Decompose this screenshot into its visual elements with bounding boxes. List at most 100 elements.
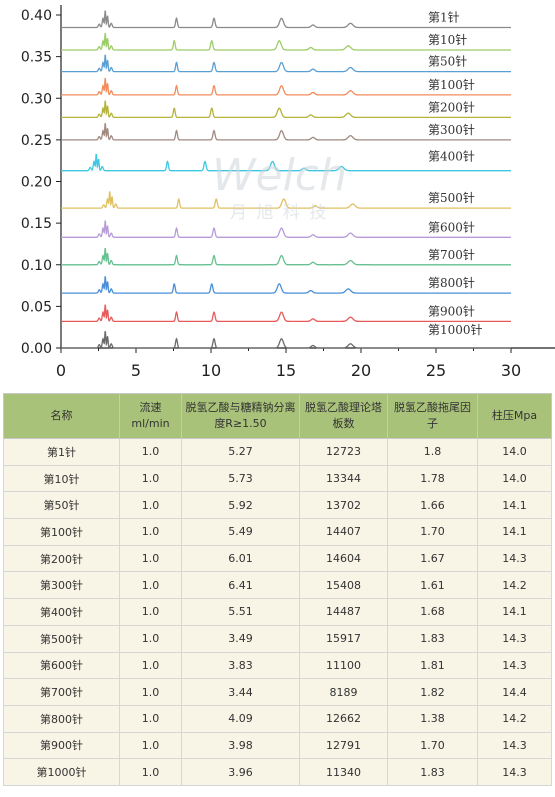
cell-tailing: 1.83 (387, 758, 478, 786)
cell-tailing: 1.66 (387, 491, 478, 520)
cell-resolution: 5.73 (181, 464, 300, 493)
y-tick-label: 0.25 (21, 133, 52, 149)
cell-name: 第100针 (3, 518, 120, 546)
header-tailing-factor: 脱氢乙酸拖尾因子 (387, 393, 478, 439)
series-label: 第700针 (428, 247, 475, 262)
cell-name: 第500针 (3, 624, 120, 653)
cell-name: 第1针 (3, 438, 120, 466)
cell-name: 第300针 (3, 571, 120, 600)
table-row: 第800针 1.0 4.09 12662 1.38 14.2 (3, 704, 552, 733)
cell-pressure: 14.3 (477, 731, 552, 760)
series-line (61, 247, 511, 266)
cell-flow-rate: 1.0 (119, 678, 182, 706)
x-tick-label: 20 (351, 361, 371, 380)
header-name: 名称 (3, 393, 120, 439)
cell-plates: 15408 (299, 571, 388, 600)
watermark-brand: Welch (212, 150, 347, 201)
x-tick-label: 25 (426, 361, 446, 380)
cell-pressure: 14.4 (477, 678, 552, 706)
cell-resolution: 5.49 (181, 518, 300, 546)
series-line (61, 276, 511, 294)
cell-name: 第400针 (3, 598, 120, 626)
table-row: 第600针 1.0 3.83 11100 1.81 14.3 (3, 651, 552, 680)
cell-resolution: 3.49 (181, 624, 300, 653)
table-row: 第500针 1.0 3.49 15917 1.83 14.3 (3, 624, 552, 653)
results-table: 名称 流速ml/min 脱氢乙酸与糖精钠分离度R≥1.50 脱氢乙酸理论塔板数 … (3, 393, 552, 786)
table-row: 第300针 1.0 6.41 15408 1.61 14.2 (3, 571, 552, 600)
cell-resolution: 6.01 (181, 544, 300, 573)
y-tick-label: 0.00 (21, 341, 52, 357)
table-row: 第1针 1.0 5.27 12723 1.8 14.0 (3, 438, 552, 466)
table-row: 第700针 1.0 3.44 8189 1.82 14.4 (3, 678, 552, 706)
cell-plates: 13344 (299, 464, 388, 493)
table-row: 第1000针 1.0 3.96 11340 1.83 14.3 (3, 758, 552, 786)
table-header-row: 名称 流速ml/min 脱氢乙酸与糖精钠分离度R≥1.50 脱氢乙酸理论塔板数 … (3, 393, 552, 439)
cell-name: 第1000针 (3, 758, 120, 786)
series-label: 第100针 (428, 77, 475, 92)
cell-flow-rate: 1.0 (119, 544, 182, 573)
series-line (61, 153, 511, 172)
cell-pressure: 14.3 (477, 758, 552, 786)
cell-resolution: 3.44 (181, 678, 300, 706)
cell-tailing: 1.38 (387, 704, 478, 733)
series-label: 第600针 (428, 219, 475, 234)
x-tick-label: 15 (276, 361, 296, 380)
cell-tailing: 1.81 (387, 651, 478, 680)
results-table-wrap: 名称 流速ml/min 脱氢乙酸与糖精钠分离度R≥1.50 脱氢乙酸理论塔板数 … (3, 393, 552, 786)
cell-pressure: 14.2 (477, 704, 552, 733)
y-tick-label: 0.10 (21, 258, 52, 274)
series-line (61, 32, 511, 51)
series-label: 第1针 (428, 9, 460, 24)
cell-tailing: 1.70 (387, 518, 478, 546)
cell-plates: 14604 (299, 544, 388, 573)
table-row: 第10针 1.0 5.73 13344 1.78 14.0 (3, 464, 552, 493)
y-tick-label: 0.35 (21, 50, 52, 66)
x-tick-label: 5 (131, 361, 141, 380)
cell-flow-rate: 1.0 (119, 518, 182, 546)
cell-tailing: 1.61 (387, 571, 478, 600)
cell-name: 第50针 (3, 491, 120, 520)
series-line (61, 304, 511, 323)
cell-resolution: 3.98 (181, 731, 300, 760)
cell-tailing: 1.83 (387, 624, 478, 653)
table-row: 第200针 1.0 6.01 14604 1.67 14.3 (3, 544, 552, 573)
y-tick-label: 0.40 (21, 8, 52, 24)
header-flow-rate: 流速ml/min (119, 393, 182, 439)
cell-flow-rate: 1.0 (119, 624, 182, 653)
cell-name: 第10针 (3, 464, 120, 493)
cell-resolution: 5.27 (181, 438, 300, 466)
cell-flow-rate: 1.0 (119, 464, 182, 493)
cell-plates: 14487 (299, 598, 388, 626)
cell-resolution: 3.96 (181, 758, 300, 786)
cell-resolution: 4.09 (181, 704, 300, 733)
cell-pressure: 14.3 (477, 624, 552, 653)
y-tick-label: 0.05 (21, 299, 52, 315)
cell-tailing: 1.67 (387, 544, 478, 573)
cell-name: 第800针 (3, 704, 120, 733)
y-tick-label: 0.20 (21, 175, 52, 191)
chromatogram-chart: 0 5 10 15 20 25 30 0.00 0.05 0.10 0.15 0.20 0.25 0.30… (0, 0, 555, 386)
series-label: 第800针 (428, 275, 475, 290)
cell-plates: 8189 (299, 678, 388, 706)
cell-flow-rate: 1.0 (119, 758, 182, 786)
cell-resolution: 3.83 (181, 651, 300, 680)
cell-flow-rate: 1.0 (119, 571, 182, 600)
y-tick-label: 0.15 (21, 216, 52, 232)
table-row: 第400针 1.0 5.51 14487 1.68 14.1 (3, 598, 552, 626)
cell-pressure: 14.1 (477, 491, 552, 520)
cell-flow-rate: 1.0 (119, 438, 182, 466)
cell-name: 第200针 (3, 544, 120, 573)
series-label: 第900针 (428, 303, 475, 318)
series-line (61, 122, 511, 141)
cell-pressure: 14.3 (477, 544, 552, 573)
series-label: 第500针 (428, 190, 475, 205)
cell-plates: 12723 (299, 438, 388, 466)
x-tick-label: 0 (56, 361, 66, 380)
cell-pressure: 14.0 (477, 464, 552, 493)
cell-plates: 13702 (299, 491, 388, 520)
cell-flow-rate: 1.0 (119, 598, 182, 626)
y-tick-label: 0.30 (21, 91, 52, 107)
table-row: 第50针 1.0 5.92 13702 1.66 14.1 (3, 491, 552, 520)
series-line (61, 100, 511, 119)
series-label: 第50针 (428, 54, 467, 69)
